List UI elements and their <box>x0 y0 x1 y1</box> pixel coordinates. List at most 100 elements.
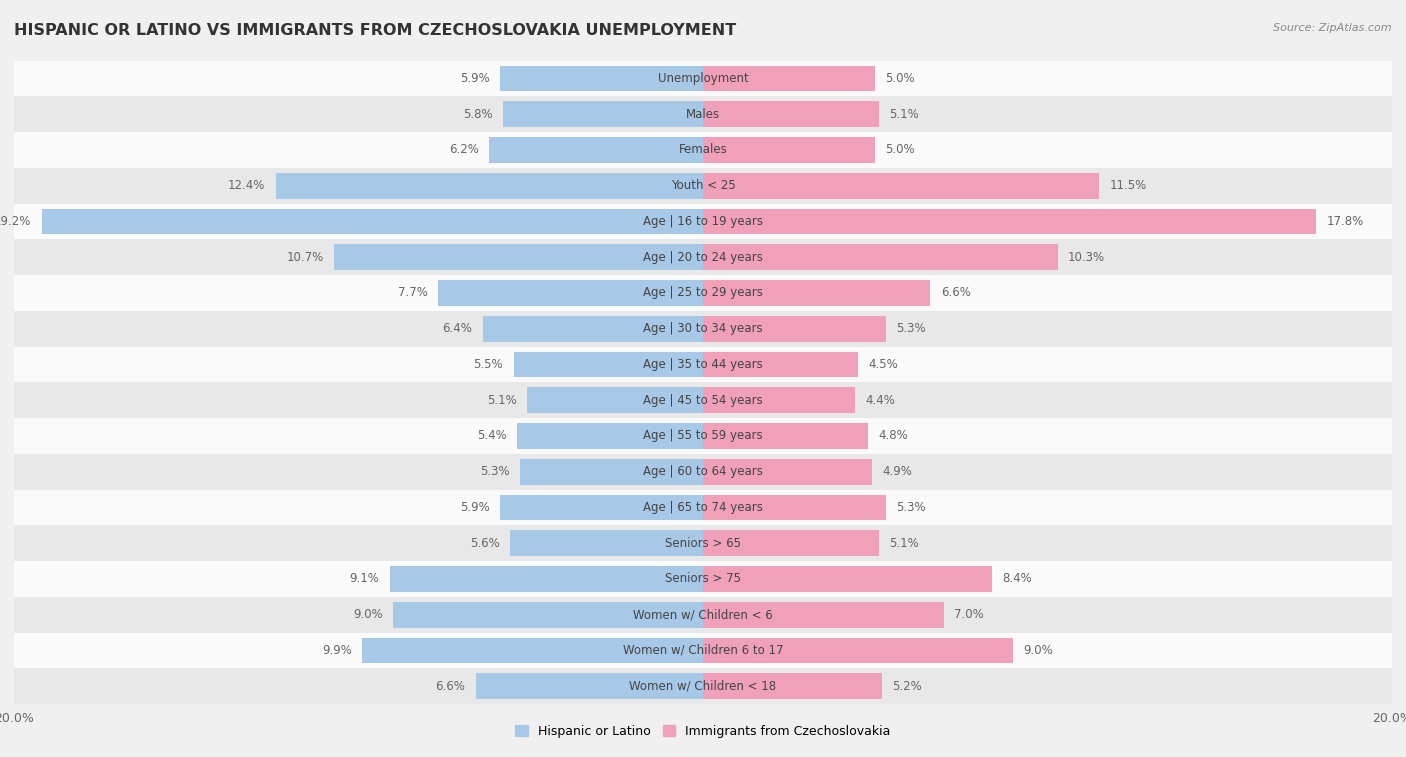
Text: 4.8%: 4.8% <box>879 429 908 442</box>
Text: 5.3%: 5.3% <box>896 501 925 514</box>
Bar <box>437 280 703 306</box>
Bar <box>499 66 703 92</box>
Text: 5.9%: 5.9% <box>460 72 489 85</box>
Bar <box>389 566 703 592</box>
Text: 11.5%: 11.5% <box>1109 179 1147 192</box>
Text: 10.7%: 10.7% <box>287 251 323 263</box>
Text: 6.2%: 6.2% <box>450 143 479 157</box>
Bar <box>703 602 945 628</box>
Bar <box>503 101 703 127</box>
Bar <box>520 459 703 484</box>
Text: 7.0%: 7.0% <box>955 608 984 621</box>
Bar <box>703 423 869 449</box>
Bar <box>703 459 872 484</box>
Text: 19.2%: 19.2% <box>0 215 31 228</box>
Bar <box>14 418 1392 453</box>
Text: Females: Females <box>679 143 727 157</box>
Bar <box>510 531 703 556</box>
Text: Youth < 25: Youth < 25 <box>671 179 735 192</box>
Legend: Hispanic or Latino, Immigrants from Czechoslovakia: Hispanic or Latino, Immigrants from Czec… <box>510 720 896 743</box>
Text: 4.5%: 4.5% <box>869 358 898 371</box>
Text: 9.0%: 9.0% <box>353 608 382 621</box>
Bar <box>475 673 703 699</box>
Text: 5.2%: 5.2% <box>893 680 922 693</box>
Bar <box>703 566 993 592</box>
Text: Source: ZipAtlas.com: Source: ZipAtlas.com <box>1274 23 1392 33</box>
Bar <box>276 173 703 198</box>
Text: 5.5%: 5.5% <box>474 358 503 371</box>
Bar <box>703 316 886 341</box>
Bar <box>527 388 703 413</box>
Text: Age | 16 to 19 years: Age | 16 to 19 years <box>643 215 763 228</box>
Text: 10.3%: 10.3% <box>1069 251 1105 263</box>
Text: 9.1%: 9.1% <box>349 572 380 585</box>
Text: Males: Males <box>686 107 720 120</box>
Bar <box>335 245 703 270</box>
Bar <box>14 168 1392 204</box>
Text: 5.0%: 5.0% <box>886 143 915 157</box>
Text: Seniors > 65: Seniors > 65 <box>665 537 741 550</box>
Bar <box>14 633 1392 668</box>
Bar <box>703 173 1099 198</box>
Text: HISPANIC OR LATINO VS IMMIGRANTS FROM CZECHOSLOVAKIA UNEMPLOYMENT: HISPANIC OR LATINO VS IMMIGRANTS FROM CZ… <box>14 23 737 38</box>
Bar <box>703 137 875 163</box>
Text: 5.1%: 5.1% <box>889 107 918 120</box>
Text: 5.9%: 5.9% <box>460 501 489 514</box>
Bar <box>361 637 703 663</box>
Bar <box>14 561 1392 597</box>
Text: 5.6%: 5.6% <box>470 537 499 550</box>
Bar <box>14 61 1392 96</box>
Text: Women w/ Children < 6: Women w/ Children < 6 <box>633 608 773 621</box>
Bar <box>14 239 1392 275</box>
Bar <box>14 132 1392 168</box>
Text: 5.1%: 5.1% <box>488 394 517 407</box>
Text: Unemployment: Unemployment <box>658 72 748 85</box>
Bar <box>14 311 1392 347</box>
Text: 5.3%: 5.3% <box>896 322 925 335</box>
Bar <box>14 275 1392 311</box>
Text: 9.9%: 9.9% <box>322 644 352 657</box>
Bar <box>703 388 855 413</box>
Bar <box>703 66 875 92</box>
Bar <box>703 494 886 520</box>
Bar <box>489 137 703 163</box>
Bar <box>14 453 1392 490</box>
Bar <box>14 525 1392 561</box>
Text: 12.4%: 12.4% <box>228 179 266 192</box>
Text: Women w/ Children 6 to 17: Women w/ Children 6 to 17 <box>623 644 783 657</box>
Text: Seniors > 75: Seniors > 75 <box>665 572 741 585</box>
Text: 6.4%: 6.4% <box>443 322 472 335</box>
Text: 5.0%: 5.0% <box>886 72 915 85</box>
Bar <box>14 597 1392 633</box>
Text: 5.4%: 5.4% <box>477 429 506 442</box>
Text: 6.6%: 6.6% <box>941 286 970 300</box>
Bar <box>703 280 931 306</box>
Bar <box>14 347 1392 382</box>
Bar <box>703 245 1057 270</box>
Text: Women w/ Children < 18: Women w/ Children < 18 <box>630 680 776 693</box>
Bar <box>703 531 879 556</box>
Text: 5.1%: 5.1% <box>889 537 918 550</box>
Text: 4.9%: 4.9% <box>882 465 912 478</box>
Bar <box>703 637 1012 663</box>
Text: 7.7%: 7.7% <box>398 286 427 300</box>
Bar <box>482 316 703 341</box>
Bar <box>703 101 879 127</box>
Bar <box>14 204 1392 239</box>
Bar <box>517 423 703 449</box>
Text: 17.8%: 17.8% <box>1326 215 1364 228</box>
Text: 8.4%: 8.4% <box>1002 572 1032 585</box>
Bar <box>42 208 703 235</box>
Bar <box>14 490 1392 525</box>
Bar <box>14 96 1392 132</box>
Text: 6.6%: 6.6% <box>436 680 465 693</box>
Text: 9.0%: 9.0% <box>1024 644 1053 657</box>
Text: 5.8%: 5.8% <box>463 107 494 120</box>
Text: Age | 60 to 64 years: Age | 60 to 64 years <box>643 465 763 478</box>
Text: 5.3%: 5.3% <box>481 465 510 478</box>
Bar <box>14 668 1392 704</box>
Text: Age | 35 to 44 years: Age | 35 to 44 years <box>643 358 763 371</box>
Bar <box>703 208 1316 235</box>
Bar <box>499 494 703 520</box>
Text: Age | 30 to 34 years: Age | 30 to 34 years <box>643 322 763 335</box>
